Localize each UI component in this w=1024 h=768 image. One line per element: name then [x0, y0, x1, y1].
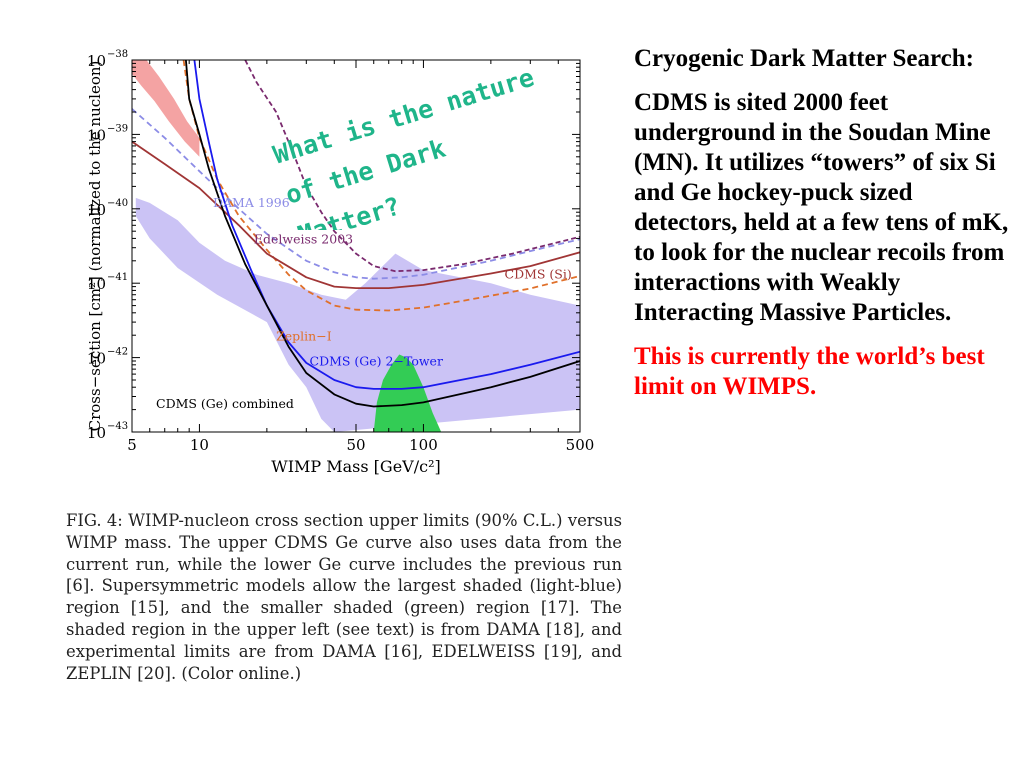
annotation-label: CDMS (Si) — [505, 267, 572, 282]
y-tick-label: 10 — [87, 424, 106, 442]
y-tick-exponent: −41 — [107, 272, 128, 283]
series-edelweiss-2003 — [244, 60, 580, 273]
y-tick-exponent: −40 — [107, 198, 128, 209]
y-tick-label: 10 — [87, 52, 106, 70]
series-cdms-ge-combined — [185, 60, 580, 408]
x-axis-label: WIMP Mass [GeV/c²] — [271, 457, 440, 476]
figure-caption: FIG. 4: WIMP-nucleon cross section upper… — [66, 511, 622, 683]
wimp-exclusion-chart: DAMA 1996 Edelweiss 2003 CDMS (Si) Zeplin−I… — [86, 49, 594, 476]
x-tick-label: 500 — [566, 436, 595, 454]
slide-note: This is currently the world’s best limit… — [634, 343, 985, 400]
annotation-label: CDMS (Ge) 2−Tower — [310, 354, 443, 369]
y-tick-label: 10 — [87, 275, 106, 293]
annotation-label: Zeplin−I — [276, 329, 332, 344]
y-tick-label: 10 — [87, 126, 106, 144]
y-tick-exponent: −42 — [107, 347, 128, 358]
annotation-label: CDMS (Ge) combined — [156, 396, 294, 411]
x-tick-label: 50 — [346, 436, 365, 454]
x-tick-label: 10 — [190, 436, 209, 454]
region-dama-region — [132, 60, 200, 157]
y-axis-label: Cross−section [cm²] (normalized to the n… — [86, 61, 104, 432]
region-susy-large — [135, 197, 580, 432]
plot-regions — [132, 60, 580, 432]
plot-annotations: DAMA 1996 Edelweiss 2003 CDMS (Si) Zeplin−I… — [156, 195, 572, 411]
series-zeplin-i — [182, 60, 580, 312]
y-tick-label: 10 — [87, 350, 106, 368]
region-susy-small — [373, 354, 442, 432]
y-tick-exponent: −39 — [107, 123, 128, 134]
series-cdms-ge-2tower — [193, 60, 580, 390]
series-cdms-si — [132, 140, 580, 289]
series-dama-1996 — [132, 108, 580, 280]
slide-body: CDMS is sited 2000 feet underground in t… — [634, 89, 1009, 326]
annotation-label: Edelweiss 2003 — [254, 232, 353, 247]
x-tick-labels: 5 10 50 100 500 — [127, 436, 594, 454]
slide-heading: Cryogenic Dark Matter Search: — [634, 45, 974, 72]
x-tick-label: 100 — [409, 436, 438, 454]
plot-series — [132, 60, 580, 408]
y-tick-exponent: −43 — [107, 421, 128, 432]
y-tick-label: 10 — [87, 201, 106, 219]
y-tick-exponent: −38 — [107, 49, 128, 60]
slide-text-panel: Cryogenic Dark Matter Search: CDMS is si… — [634, 44, 1018, 416]
x-tick-label: 5 — [127, 436, 137, 454]
axis-ticks — [131, 59, 581, 433]
annotation-label: DAMA 1996 — [213, 195, 290, 210]
